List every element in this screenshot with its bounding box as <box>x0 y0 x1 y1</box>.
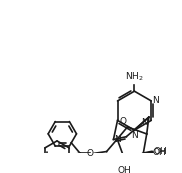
Text: OH: OH <box>153 148 167 157</box>
Text: O: O <box>86 149 93 158</box>
Text: N: N <box>152 96 159 105</box>
Text: NH$_2$: NH$_2$ <box>125 71 144 83</box>
Text: N: N <box>114 135 121 144</box>
Text: N: N <box>131 131 138 140</box>
Text: OH: OH <box>154 147 168 156</box>
Text: N: N <box>141 118 148 127</box>
Text: O: O <box>120 117 127 126</box>
Text: OH: OH <box>118 166 131 173</box>
